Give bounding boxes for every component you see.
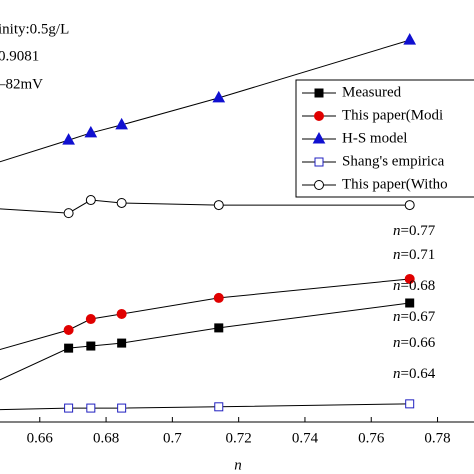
marker [64, 403, 74, 413]
annotation: inity:0.5g/L [0, 21, 69, 37]
marker [404, 200, 415, 211]
annotation: –82mV [0, 76, 43, 92]
x-tick-label: 0.76 [358, 430, 385, 446]
x-axis-label: n [234, 457, 242, 473]
curve-label: n=0.67 [393, 309, 436, 325]
x-tick-label: 0.66 [27, 430, 54, 446]
marker [116, 308, 127, 319]
legend-label: This paper(Witho [342, 176, 448, 192]
marker [312, 131, 326, 144]
marker [314, 180, 324, 190]
series-line [0, 199, 410, 214]
marker [117, 403, 127, 413]
marker [85, 195, 96, 206]
annotation: 0.9081 [0, 48, 39, 64]
marker [86, 341, 96, 351]
x-tick-label: 0.7 [163, 430, 182, 446]
marker [212, 90, 226, 103]
marker [117, 338, 127, 348]
marker [404, 273, 415, 284]
marker [62, 133, 75, 145]
curve-label: n=0.68 [393, 278, 435, 294]
marker [85, 314, 96, 325]
x-tick-label: 0.74 [292, 430, 319, 446]
marker [403, 33, 417, 45]
marker [314, 157, 324, 167]
series-line [0, 403, 410, 411]
series-line [0, 39, 410, 163]
marker [214, 323, 224, 333]
legend-entries: Measured This paper(Modi H-S model Shang's … [302, 84, 448, 192]
legend-label: Shang's empirica [342, 153, 445, 169]
plot-area [0, 33, 417, 413]
marker [84, 125, 98, 138]
marker [405, 298, 415, 308]
legend-label: H-S model [342, 130, 407, 146]
marker [314, 88, 324, 98]
series-line [0, 302, 410, 381]
marker [213, 292, 224, 303]
curve-label: n=0.66 [393, 335, 436, 351]
legend-label: Measured [342, 84, 402, 100]
marker [213, 200, 224, 211]
x-tick-label: 0.72 [226, 430, 252, 446]
marker [64, 343, 74, 353]
series-line [0, 278, 410, 351]
marker [116, 197, 127, 208]
curve-label: n=0.71 [393, 247, 435, 263]
marker [86, 403, 96, 413]
marker [405, 399, 415, 409]
legend-label: This paper(Modi [342, 107, 443, 123]
curve-labels: n=0.77 n=0.71 n=0.68 n=0.67 n=0.66 n=0.64 [393, 223, 436, 382]
marker [115, 117, 128, 130]
x-tick-label: 0.68 [93, 430, 119, 446]
marker [63, 208, 74, 219]
curve-label: n=0.77 [393, 223, 436, 239]
marker [314, 111, 324, 121]
curve-label: n=0.64 [393, 366, 436, 382]
marker [63, 325, 74, 336]
x-tick-label: 0.78 [424, 430, 450, 446]
marker [214, 402, 224, 412]
